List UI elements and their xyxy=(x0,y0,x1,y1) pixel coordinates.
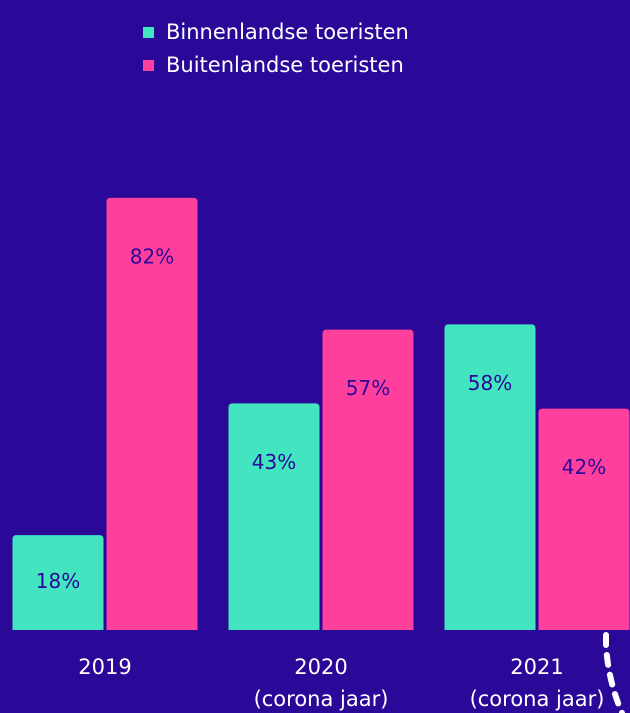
x-tick-label: 2019 xyxy=(78,655,131,679)
value-label: 42% xyxy=(562,455,606,479)
bar xyxy=(228,403,320,630)
x-tick-label: (corona jaar) xyxy=(470,687,605,711)
value-label: 43% xyxy=(252,450,296,474)
value-label: 18% xyxy=(36,569,80,593)
value-label: 58% xyxy=(468,371,512,395)
decorative-dashes xyxy=(603,572,625,713)
legend-label: Buitenlandse toeristen xyxy=(166,53,404,77)
x-tick-label: 2020 xyxy=(294,655,347,679)
value-label: 57% xyxy=(346,376,390,400)
bar xyxy=(444,324,536,630)
bar xyxy=(12,535,104,630)
bar xyxy=(106,197,198,631)
legend-swatch xyxy=(143,60,154,71)
x-tick-label: (corona jaar) xyxy=(254,687,389,711)
bar xyxy=(322,329,414,630)
legend-swatch xyxy=(143,27,154,38)
bar xyxy=(538,408,630,630)
legend-label: Binnenlandse toeristen xyxy=(166,20,409,44)
value-label: 82% xyxy=(130,244,174,268)
x-tick-label: 2021 xyxy=(510,655,563,679)
